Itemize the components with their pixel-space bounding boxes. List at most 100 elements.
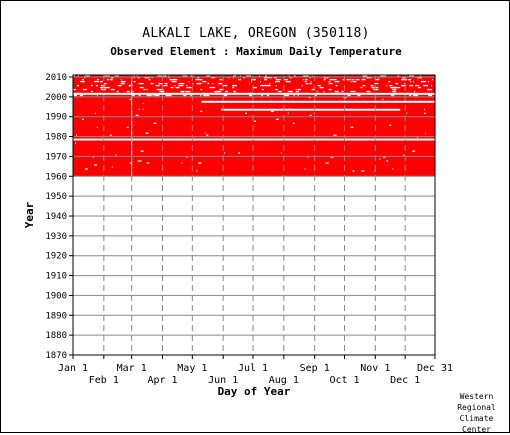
missing-day bbox=[277, 90, 282, 93]
missing-day bbox=[401, 84, 407, 87]
missing-day bbox=[197, 76, 200, 79]
y-tick-label: 1920 bbox=[45, 252, 67, 262]
missing-day bbox=[404, 78, 408, 81]
missing-day bbox=[152, 94, 154, 97]
missing-day bbox=[142, 102, 144, 105]
missing-day bbox=[389, 84, 393, 87]
missing-day bbox=[246, 75, 252, 77]
missing-day bbox=[125, 92, 128, 95]
missing-day bbox=[219, 88, 224, 91]
missing-day bbox=[403, 154, 405, 156]
missing-day bbox=[432, 78, 434, 81]
missing-day bbox=[106, 78, 109, 81]
missing-day bbox=[421, 80, 427, 83]
missing-day bbox=[185, 90, 191, 93]
missing-day bbox=[352, 80, 357, 83]
missing-day bbox=[232, 86, 235, 89]
missing-day bbox=[333, 134, 337, 136]
missing-day bbox=[303, 92, 309, 95]
missing-day bbox=[303, 75, 309, 77]
x-tick-label: Apr 1 bbox=[147, 375, 177, 386]
missing-day bbox=[409, 84, 414, 87]
missing-day bbox=[164, 82, 168, 85]
missing-day bbox=[266, 84, 271, 87]
missing-day bbox=[73, 88, 76, 91]
missing-day bbox=[350, 126, 354, 128]
x-tick-label: May 1 bbox=[177, 363, 207, 374]
missing-day bbox=[209, 92, 215, 95]
missing-day bbox=[366, 90, 371, 93]
x-tick-label: Mar 1 bbox=[117, 363, 147, 374]
missing-day bbox=[168, 76, 170, 79]
credit-line: Western bbox=[459, 392, 494, 401]
observed-block bbox=[73, 75, 435, 177]
missing-day bbox=[234, 75, 237, 77]
missing-day bbox=[357, 94, 361, 97]
missing-day bbox=[110, 88, 115, 91]
missing-day bbox=[233, 76, 235, 79]
missing-day bbox=[200, 78, 203, 81]
missing-day bbox=[354, 78, 356, 81]
missing-day bbox=[138, 82, 144, 85]
missing-day bbox=[171, 80, 177, 83]
missing-day bbox=[269, 100, 272, 103]
missing-day bbox=[79, 80, 85, 83]
missing-day bbox=[238, 152, 241, 154]
missing-day bbox=[243, 76, 246, 79]
missing-day bbox=[381, 75, 387, 77]
missing-day bbox=[132, 90, 134, 93]
missing-day bbox=[196, 82, 202, 85]
y-tick-label: 2010 bbox=[45, 73, 67, 83]
missing-day bbox=[133, 80, 136, 83]
missing-day bbox=[379, 158, 381, 160]
missing-day bbox=[206, 94, 210, 97]
missing-day bbox=[153, 122, 157, 124]
missing-day bbox=[359, 94, 361, 97]
missing-day bbox=[103, 82, 107, 85]
missing-day bbox=[383, 156, 386, 158]
missing-day bbox=[178, 82, 180, 85]
missing-day bbox=[96, 78, 99, 81]
missing-day bbox=[200, 94, 202, 97]
credit-line: Center bbox=[462, 425, 491, 434]
missing-day bbox=[362, 84, 366, 87]
missing-day bbox=[138, 160, 142, 162]
missing-day bbox=[73, 94, 77, 97]
missing-day bbox=[186, 84, 188, 87]
missing-day bbox=[410, 80, 412, 83]
missing-day bbox=[317, 84, 321, 87]
missing-day bbox=[175, 86, 180, 89]
missing-day bbox=[172, 92, 176, 95]
missing-day bbox=[331, 78, 337, 81]
missing-day bbox=[428, 94, 433, 97]
missing-day bbox=[370, 84, 374, 87]
missing-day bbox=[218, 90, 222, 93]
missing-day bbox=[154, 94, 160, 97]
missing-day bbox=[361, 92, 365, 95]
missing-day bbox=[249, 94, 253, 97]
missing-day bbox=[275, 78, 281, 81]
missing-day bbox=[319, 86, 324, 89]
missing-day bbox=[313, 100, 315, 103]
missing-day bbox=[185, 92, 189, 95]
missing-day bbox=[389, 92, 392, 95]
missing-day bbox=[311, 88, 315, 91]
missing-day bbox=[305, 82, 309, 85]
missing-day bbox=[110, 76, 114, 79]
missing-day bbox=[361, 170, 365, 172]
missing-day bbox=[190, 92, 194, 95]
missing-day bbox=[406, 112, 408, 115]
missing-day bbox=[214, 90, 216, 93]
missing-day bbox=[347, 94, 351, 97]
missing-day bbox=[397, 86, 401, 89]
x-tick-label: Feb 1 bbox=[89, 375, 119, 386]
y-tick-label: 1940 bbox=[45, 212, 67, 222]
missing-day bbox=[245, 112, 248, 115]
missing-day bbox=[102, 75, 108, 77]
y-tick-label: 1990 bbox=[45, 113, 67, 123]
missing-day bbox=[355, 92, 361, 95]
missing-day bbox=[224, 152, 226, 154]
missing-day bbox=[409, 75, 415, 77]
missing-day bbox=[131, 94, 135, 97]
missing-day bbox=[222, 84, 228, 87]
